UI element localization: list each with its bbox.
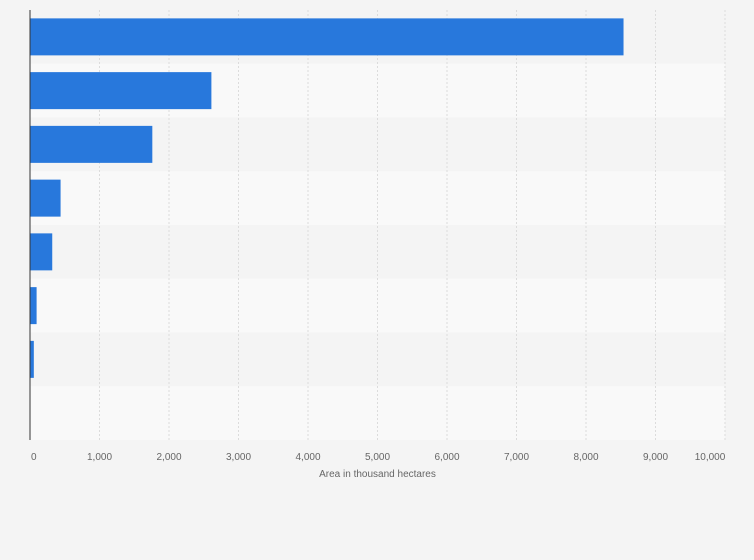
x-tick-label: 8,000 bbox=[573, 452, 598, 463]
bar[interactable] bbox=[30, 72, 212, 110]
x-tick-label: 6,000 bbox=[434, 452, 459, 463]
x-tick-label: 5,000 bbox=[365, 452, 390, 463]
bars bbox=[30, 18, 624, 378]
x-tick-label: 4,000 bbox=[295, 452, 320, 463]
bar[interactable] bbox=[30, 125, 153, 163]
bar[interactable] bbox=[30, 18, 624, 56]
x-axis-ticks: 0 1,000 2,000 3,000 4,000 5,000 6,000 7,000 8,00… bbox=[31, 452, 726, 463]
x-tick-label: 10,000 bbox=[695, 452, 726, 463]
x-tick-label: 3,000 bbox=[226, 452, 251, 463]
x-tick-label: 9,000 bbox=[643, 452, 668, 463]
bar[interactable] bbox=[30, 233, 53, 271]
bar[interactable] bbox=[30, 340, 34, 378]
x-tick-label: 0 bbox=[31, 452, 37, 463]
bar[interactable] bbox=[30, 179, 61, 217]
bar[interactable] bbox=[30, 287, 37, 325]
x-tick-label: 1,000 bbox=[87, 452, 112, 463]
x-tick-label: 7,000 bbox=[504, 452, 529, 463]
x-axis-title: Area in thousand hectares bbox=[319, 469, 436, 480]
x-tick-label: 2,000 bbox=[156, 452, 181, 463]
